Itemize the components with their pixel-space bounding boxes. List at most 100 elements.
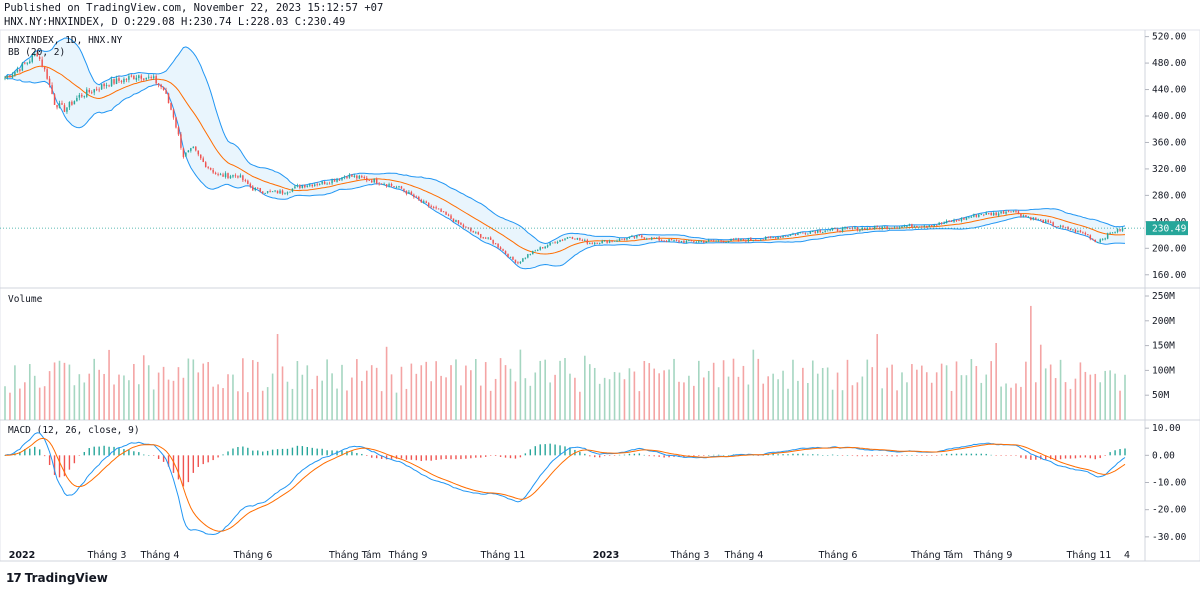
- macd-histogram-bar: [554, 444, 556, 456]
- candle-body: [36, 53, 38, 57]
- candle-body: [484, 237, 487, 239]
- candle-body: [442, 211, 445, 213]
- macd-histogram-bar: [544, 444, 546, 456]
- candle-body: [673, 239, 675, 241]
- candle-body: [373, 178, 375, 183]
- candle-body: [680, 241, 683, 243]
- candle-body: [455, 220, 457, 223]
- volume-bar: [846, 359, 849, 420]
- candle-body: [482, 237, 484, 239]
- macd-histogram-bar: [311, 447, 313, 456]
- volume-bar: [807, 382, 809, 420]
- candle-body: [88, 89, 90, 93]
- candle-body: [222, 174, 224, 177]
- macd-histogram-bar: [1045, 455, 1047, 460]
- volume-bar: [1005, 383, 1007, 420]
- macd-histogram-bar: [559, 445, 561, 456]
- macd-histogram-bar: [172, 455, 175, 473]
- macd-histogram-bar: [425, 455, 427, 461]
- macd-histogram-bar: [916, 455, 918, 456]
- candle-body: [534, 250, 537, 252]
- candle-body: [675, 239, 678, 241]
- volume-bar: [410, 363, 413, 420]
- candle-body: [1094, 239, 1097, 243]
- volume-bar: [588, 364, 591, 420]
- volume-bar: [866, 359, 869, 420]
- volume-bar: [782, 370, 784, 420]
- candle-body: [826, 230, 829, 232]
- volume-bar: [33, 375, 36, 420]
- candle-body: [165, 90, 167, 94]
- candle-body: [281, 190, 284, 194]
- tradingview-brand[interactable]: 17 TradingView: [6, 571, 108, 585]
- candle-body: [108, 85, 110, 87]
- candle-body: [56, 104, 58, 108]
- volume-bar: [712, 362, 715, 420]
- macd-histogram-bar: [148, 455, 150, 456]
- candle-body: [584, 240, 586, 241]
- candle-body: [623, 239, 626, 241]
- volume-bar: [162, 366, 165, 420]
- macd-histogram-bar: [653, 455, 655, 457]
- volume-bar: [48, 371, 51, 420]
- candle-body: [727, 241, 730, 242]
- volume-bar: [1074, 378, 1077, 420]
- candle-body: [14, 71, 16, 76]
- candle-body: [244, 180, 247, 181]
- candle-body: [928, 225, 930, 227]
- candle-body: [968, 217, 970, 219]
- macd-histogram-bar: [405, 455, 408, 460]
- candle-body: [393, 186, 395, 187]
- volume-bar: [702, 377, 705, 420]
- candle-body: [1079, 230, 1082, 233]
- macd-histogram-bar: [663, 455, 665, 458]
- candle-body: [336, 179, 338, 182]
- candle-body: [537, 249, 539, 251]
- macd-histogram-bar: [177, 455, 180, 480]
- candle-body: [1049, 221, 1052, 223]
- candle-body: [787, 235, 789, 237]
- volume-bar: [658, 373, 660, 420]
- volume-bar: [772, 373, 774, 420]
- candle-body: [519, 261, 522, 264]
- volume-bar: [1034, 382, 1037, 420]
- volume-bar: [1039, 344, 1042, 420]
- candle-body: [817, 230, 819, 233]
- candle-body: [953, 219, 955, 222]
- volume-bar: [1020, 386, 1022, 420]
- volume-bar: [678, 381, 680, 420]
- candle-body: [742, 238, 745, 241]
- candle-body: [427, 203, 430, 207]
- candle-body: [846, 227, 849, 229]
- candle-body: [730, 239, 732, 241]
- candle-body: [921, 226, 923, 228]
- candle-body: [886, 226, 888, 229]
- candle-body: [509, 256, 512, 258]
- volume-bar: [405, 388, 408, 420]
- candle-body: [774, 237, 777, 239]
- candle-body: [990, 213, 992, 216]
- candle-body: [398, 186, 400, 187]
- candle-body: [871, 228, 873, 230]
- price-tick-label: 520.00: [1152, 32, 1187, 43]
- candle-body: [202, 158, 204, 163]
- volume-bar: [365, 370, 368, 420]
- candle-body: [445, 211, 447, 215]
- volume-bar: [489, 390, 492, 420]
- volume-bar: [142, 355, 145, 420]
- volume-bar: [499, 358, 502, 420]
- candle-body: [903, 226, 906, 227]
- candle-body: [1099, 239, 1101, 243]
- candle-body: [1022, 215, 1025, 217]
- candle-body: [353, 175, 356, 177]
- candle-body: [152, 76, 155, 78]
- macd-histogram-bar: [108, 446, 110, 456]
- bb-band-fill: [5, 38, 1125, 269]
- macd-tick-label: -20.00: [1152, 505, 1187, 516]
- volume-bar: [157, 372, 160, 420]
- candle-body: [933, 224, 935, 227]
- candle-body: [901, 226, 903, 228]
- macd-histogram-bar: [1084, 455, 1087, 458]
- macd-histogram-bar: [851, 455, 854, 456]
- candle-body: [608, 240, 611, 243]
